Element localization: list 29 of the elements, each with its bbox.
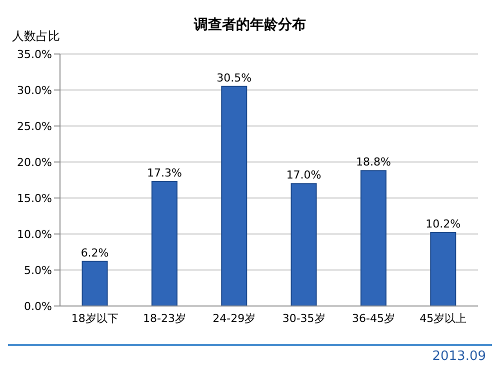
bar: [221, 86, 248, 306]
y-tick-label: 10.0%: [17, 228, 52, 241]
data-label: 18.8%: [356, 156, 391, 169]
x-tick-label: 18-23岁: [143, 312, 186, 325]
text: 2013.09: [432, 349, 486, 364]
y-tick-label: 15.0%: [17, 192, 52, 205]
bar: [430, 232, 456, 306]
y-tick-label: 20.0%: [17, 156, 52, 169]
x-tick-label: 36-45岁: [352, 312, 395, 325]
bar: [151, 180, 178, 306]
y-tick-label: 35.0%: [17, 48, 52, 61]
x-tick-label: 18岁以下: [71, 312, 118, 325]
y-axis-title: 人数占比: [12, 28, 60, 45]
data-label: 17.3%: [146, 166, 182, 180]
data-label: 17.0%: [286, 168, 322, 182]
y-tick-label: 30.0%: [17, 84, 52, 97]
data-label: 30.5%: [216, 71, 252, 84]
bar: [82, 260, 108, 306]
x-tick-label: 30-35岁: [282, 312, 326, 325]
chart-title: 调查者的年龄分布: [194, 17, 306, 33]
x-tick-label: 45岁以上: [420, 312, 467, 325]
bar: [290, 183, 317, 306]
y-tick-label: 25.0%: [17, 120, 52, 133]
data-label: 6.2%: [80, 246, 109, 260]
x-tick-label: 24-29岁: [212, 312, 256, 325]
y-tick-label: 0.0%: [24, 300, 52, 313]
data-label: 10.2%: [426, 218, 461, 231]
bar: [360, 170, 386, 306]
y-tick-label: 5.0%: [24, 264, 52, 277]
